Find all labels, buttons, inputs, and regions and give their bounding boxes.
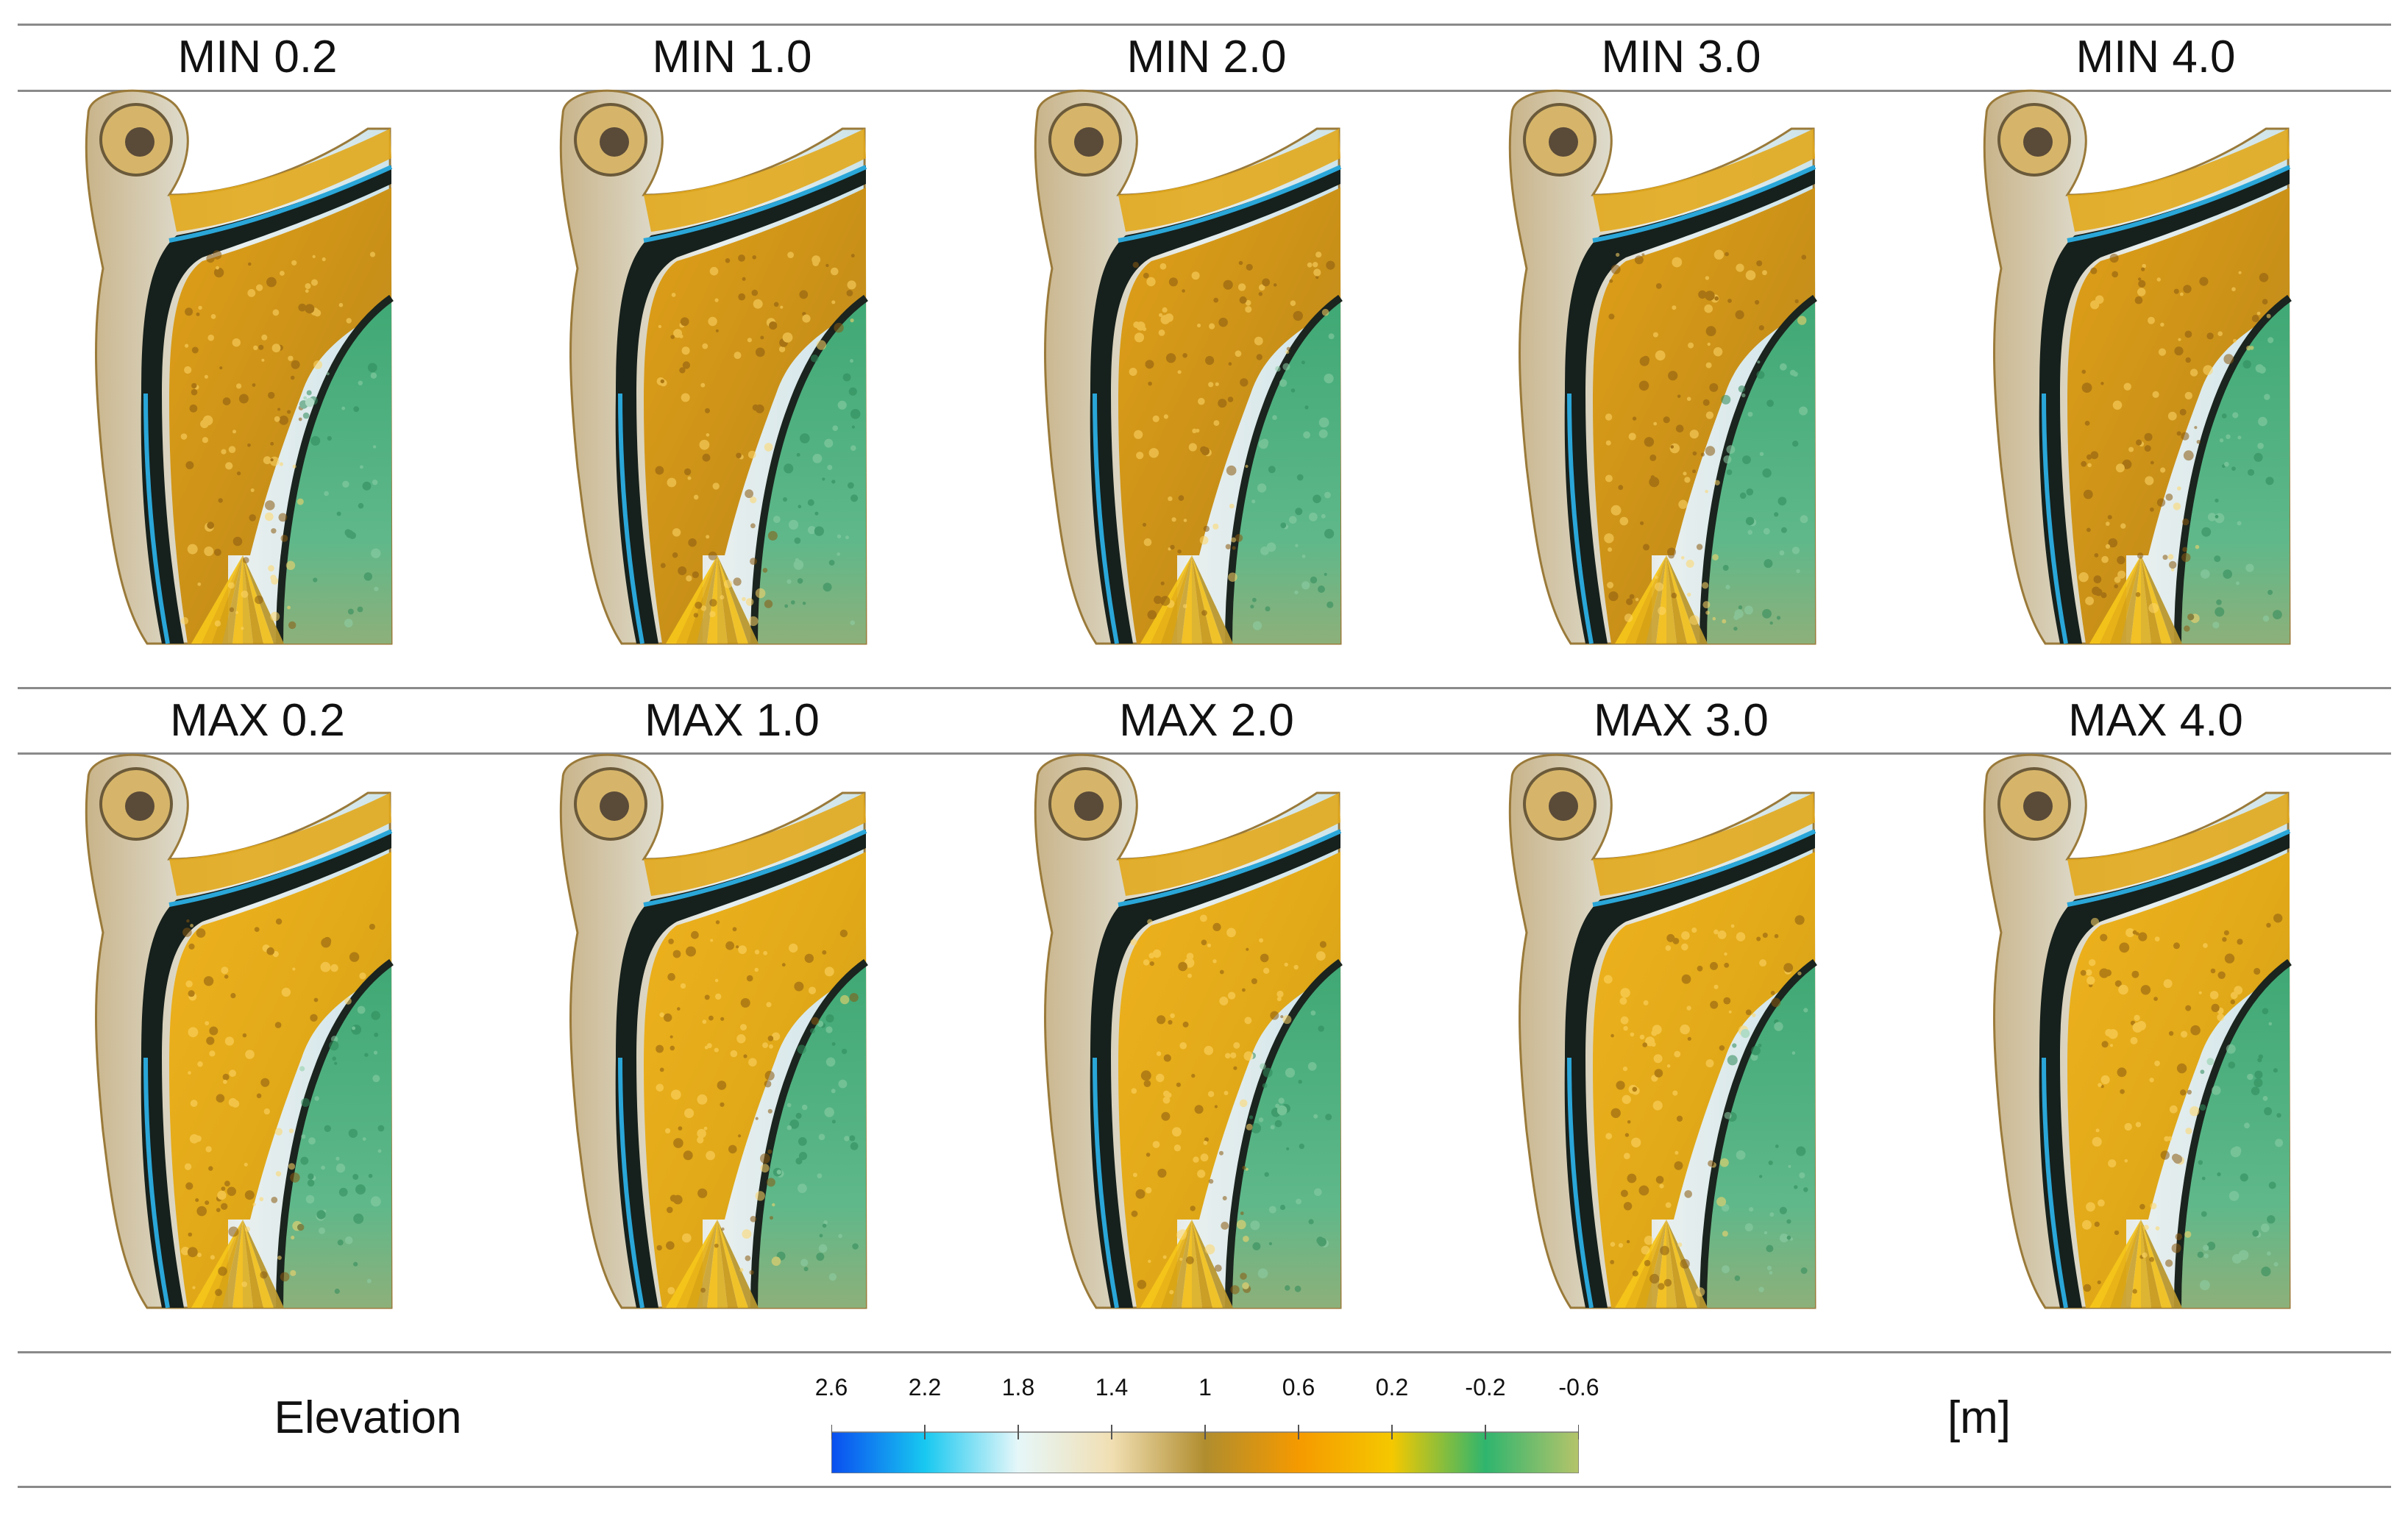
panel-label-min-0-2: MIN 0.2: [177, 32, 338, 82]
terrain-map-min-0-2: [59, 85, 456, 688]
colorbar-tick-label: -0.6: [1558, 1374, 1599, 1400]
terrain-shape: [559, 753, 868, 1309]
terrain-shape: [1983, 89, 2292, 645]
terrain-shape: [85, 753, 394, 1309]
panel-label-max-1-0: MAX 1.0: [644, 695, 820, 746]
panel-label-max-4-0: MAX 4.0: [2068, 695, 2243, 746]
colorbar-tick-label: 2.6: [814, 1374, 848, 1400]
terrain-map-min-4-0: [1957, 85, 2354, 688]
terrain-map-max-4-0: [1957, 749, 2354, 1352]
panel-label-min-2-0: MIN 2.0: [1126, 32, 1287, 82]
terrain-map-min-1-0: [533, 85, 931, 688]
terrain-shape: [1034, 753, 1343, 1309]
elevation-colorbar: [831, 1425, 1579, 1473]
panel-label-max-2-0: MAX 2.0: [1119, 695, 1294, 746]
panel-label-max-0-2: MAX 0.2: [170, 695, 345, 746]
terrain-shape: [559, 89, 868, 645]
colorbar-tick-label: 1.4: [1095, 1374, 1129, 1400]
legend-unit: [m]: [1947, 1392, 2011, 1443]
top-rule: [18, 24, 2391, 26]
terrain-map-max-0-2: [59, 749, 456, 1352]
row-divider: [18, 687, 2391, 689]
header-rule-row1: [18, 90, 2391, 92]
terrain-map-max-2-0: [1008, 749, 1405, 1352]
terrain-shape: [1508, 753, 1817, 1309]
panel-label-max-3-0: MAX 3.0: [1594, 695, 1769, 746]
terrain-map-max-3-0: [1482, 749, 1880, 1352]
colorbar-tick-label: 1.8: [1001, 1374, 1035, 1400]
terrain-shape: [85, 89, 394, 645]
panel-label-min-3-0: MIN 3.0: [1601, 32, 1761, 82]
colorbar-tick-label: 1: [1198, 1374, 1212, 1400]
terrain-map-max-1-0: [533, 749, 931, 1352]
colorbar-tick-label: 2.2: [908, 1374, 942, 1400]
colorbar-tick-label: 0.6: [1282, 1374, 1315, 1400]
terrain-map-min-3-0: [1482, 85, 1880, 688]
terrain-shape: [1034, 89, 1343, 645]
terrain-map-min-2-0: [1008, 85, 1405, 688]
legend-top-rule: [18, 1351, 2391, 1353]
legend-title: Elevation: [274, 1392, 462, 1443]
panel-label-min-4-0: MIN 4.0: [2075, 32, 2236, 82]
terrain-shape: [1508, 89, 1817, 645]
panel-label-min-1-0: MIN 1.0: [652, 32, 812, 82]
bottom-rule: [18, 1486, 2391, 1488]
colorbar-tick-label: -0.2: [1465, 1374, 1506, 1400]
header-rule-row2: [18, 752, 2391, 755]
terrain-shape: [1983, 753, 2292, 1309]
colorbar-tick-label: 0.2: [1375, 1374, 1409, 1400]
